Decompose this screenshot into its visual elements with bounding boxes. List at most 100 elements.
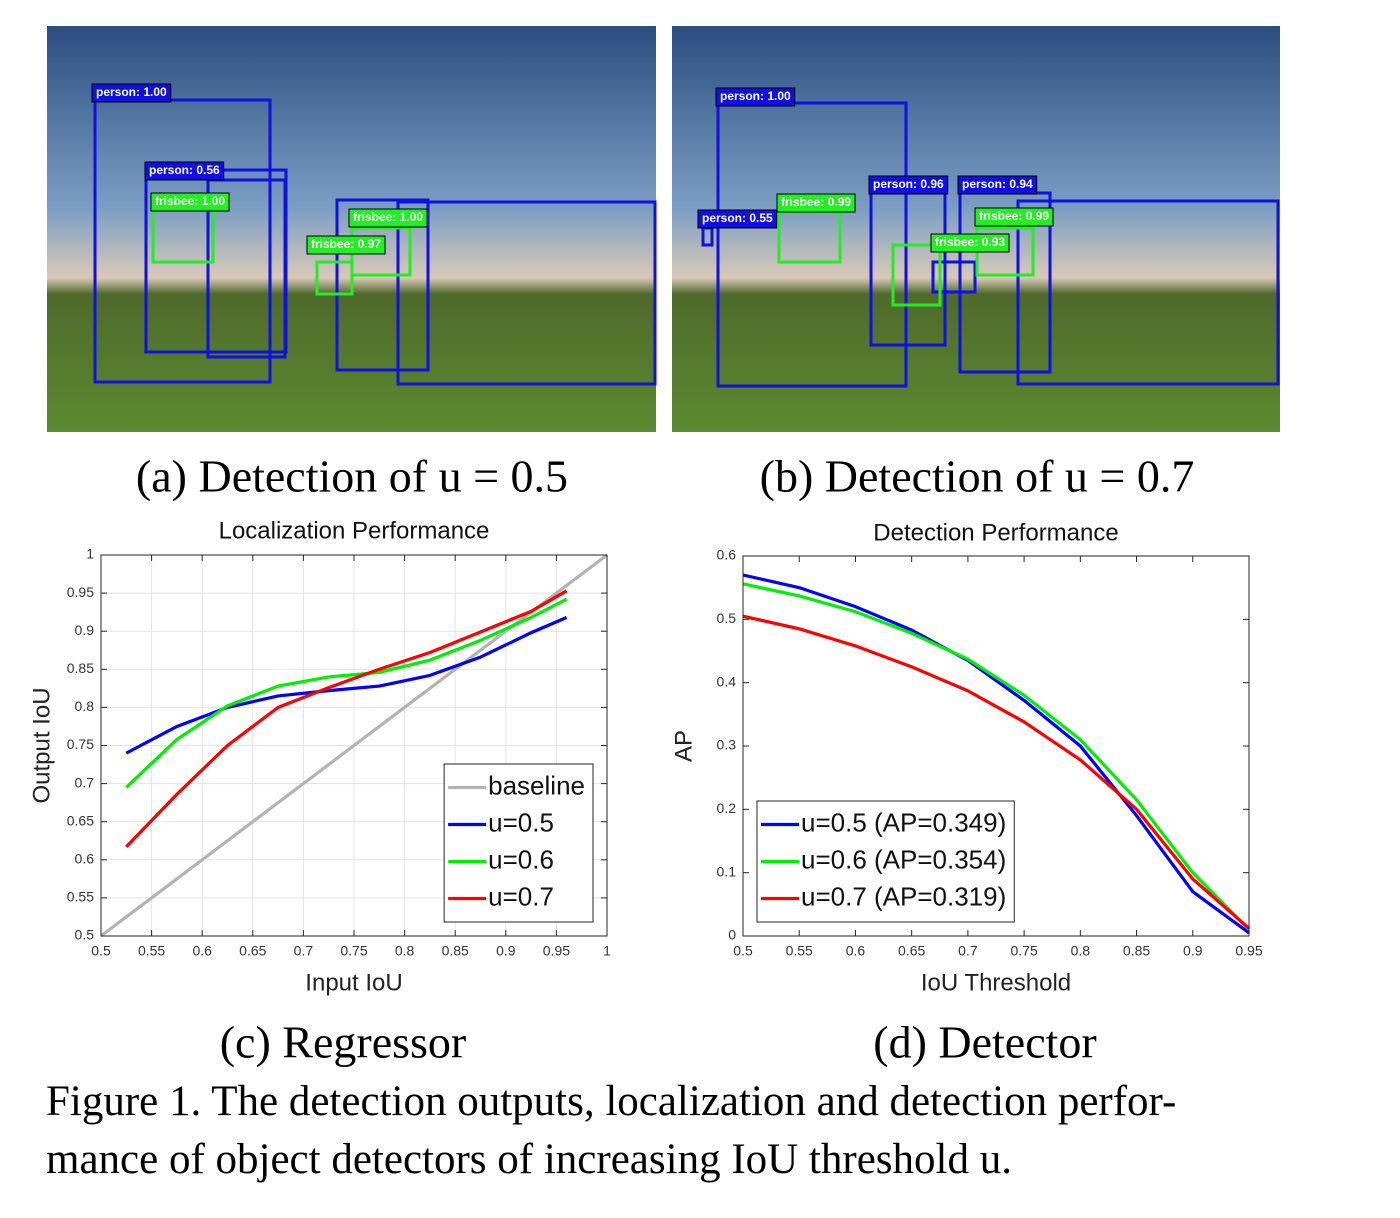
x-tick-label: 0.65 bbox=[239, 943, 266, 959]
y-tick-label: 0 bbox=[728, 927, 736, 943]
figure-caption: mance of object detectors of increasing … bbox=[46, 1136, 1012, 1183]
subcaption: (d) Detector bbox=[873, 1017, 1097, 1068]
series-line bbox=[125, 616, 568, 755]
legend: u=0.5 (AP=0.349) u=0.6 (AP=0.354) u=0.7 (A… bbox=[756, 800, 1015, 923]
y-tick-label: 0.6 bbox=[75, 851, 95, 867]
y-axis-label: Output IoU bbox=[28, 687, 55, 803]
detection-label-bg bbox=[91, 83, 172, 103]
detection-box bbox=[315, 260, 354, 296]
axes-frame bbox=[742, 555, 1250, 937]
legend-label: u=0.7 (AP=0.319) bbox=[801, 881, 1006, 911]
photo-caption: (b) Detection of u = 0.7 bbox=[760, 451, 1195, 502]
x-tick-label: 0.6 bbox=[846, 943, 866, 959]
x-tick-label: 0.75 bbox=[340, 943, 367, 959]
photo-caption: (a) Detection of u = 0.5 bbox=[136, 451, 568, 502]
series-line bbox=[125, 597, 568, 789]
x-tick-label: 0.85 bbox=[1123, 943, 1150, 959]
x-tick-label: 0.95 bbox=[1235, 943, 1262, 959]
y-tick-label: 0.8 bbox=[75, 698, 95, 714]
y-tick-label: 0.65 bbox=[67, 812, 94, 828]
x-tick-label: 0.8 bbox=[395, 943, 415, 959]
detection-box bbox=[396, 200, 657, 386]
detection-label-bg bbox=[144, 161, 225, 181]
detection-label-bg bbox=[348, 208, 428, 228]
y-tick-label: 0.5 bbox=[717, 610, 737, 626]
detection-label: frisbee: 0.99 bbox=[979, 209, 1049, 223]
y-axis-label: AP bbox=[670, 730, 697, 762]
x-axis-label: IoU Threshold bbox=[921, 969, 1071, 996]
chart-title: Detection Performance bbox=[873, 519, 1118, 546]
y-tick-label: 0.7 bbox=[75, 774, 95, 790]
y-tick-label: 0.75 bbox=[67, 736, 94, 752]
y-tick-label: 0.3 bbox=[717, 737, 737, 753]
x-tick-label: 0.55 bbox=[786, 943, 813, 959]
x-tick-label: 0.55 bbox=[138, 943, 165, 959]
y-tick-label: 0.4 bbox=[717, 673, 737, 689]
legend-box bbox=[443, 763, 594, 923]
y-tick-label: 1 bbox=[86, 546, 94, 562]
detection-label: person: 0.96 bbox=[873, 177, 944, 191]
y-tick-label: 0.6 bbox=[717, 547, 737, 563]
detection-label: person: 1.00 bbox=[96, 85, 167, 99]
x-tick-label: 0.85 bbox=[442, 943, 469, 959]
x-tick-label: 0.7 bbox=[958, 943, 978, 959]
legend-box bbox=[756, 800, 1015, 923]
detection-label-bg bbox=[306, 235, 386, 255]
chart-title: Localization Performance bbox=[219, 517, 490, 544]
detection-box bbox=[891, 243, 942, 307]
legend: baseline u=0.5 u=0.6 u=0.7 bbox=[443, 763, 594, 923]
x-tick-label: 0.9 bbox=[496, 943, 516, 959]
y-tick-label: 0.55 bbox=[67, 889, 94, 905]
x-tick-label: 0.5 bbox=[733, 943, 753, 959]
y-tick-label: 0.85 bbox=[67, 660, 94, 676]
detection-label: frisbee: 1.00 bbox=[155, 194, 225, 208]
x-tick-label: 0.7 bbox=[294, 943, 314, 959]
subcaption: (c) Regressor bbox=[220, 1017, 467, 1068]
detection-box bbox=[335, 198, 430, 372]
detection-label-bg bbox=[974, 207, 1054, 227]
series-line bbox=[100, 553, 608, 938]
y-tick-label: 0.2 bbox=[717, 800, 737, 816]
y-tick-label: 0.5 bbox=[75, 927, 95, 943]
detection-label: frisbee: 0.93 bbox=[935, 235, 1005, 249]
detection-label: frisbee: 1.00 bbox=[353, 210, 423, 224]
detection-label-bg bbox=[957, 175, 1038, 195]
detection-box bbox=[931, 260, 977, 294]
detection-label: frisbee: 0.99 bbox=[781, 195, 851, 209]
detection-label-bg bbox=[697, 209, 778, 229]
y-tick-label: 0.1 bbox=[717, 863, 737, 879]
detection-label-bg bbox=[930, 233, 1010, 253]
series-line bbox=[125, 589, 568, 848]
detection-label: person: 0.55 bbox=[702, 211, 773, 225]
x-axis-label: Input IoU bbox=[305, 969, 402, 996]
detection-label: person: 0.56 bbox=[149, 163, 220, 177]
y-tick-label: 0.9 bbox=[75, 622, 95, 638]
series-line bbox=[742, 582, 1251, 931]
legend-label: u=0.5 (AP=0.349) bbox=[801, 807, 1006, 837]
axes-frame bbox=[100, 554, 608, 937]
legend-label: u=0.6 (AP=0.354) bbox=[801, 844, 1006, 874]
x-tick-label: 0.95 bbox=[543, 943, 570, 959]
detection-box bbox=[93, 98, 272, 384]
detection-label-bg bbox=[150, 192, 230, 212]
x-tick-label: 0.5 bbox=[91, 943, 111, 959]
legend-label: u=0.6 bbox=[488, 844, 554, 874]
legend-label: baseline bbox=[488, 770, 585, 800]
x-tick-label: 0.75 bbox=[1010, 943, 1037, 959]
series-line bbox=[742, 573, 1250, 935]
x-tick-label: 1 bbox=[603, 943, 611, 959]
y-tick-label: 0.95 bbox=[67, 584, 94, 600]
detection-label: person: 0.94 bbox=[962, 177, 1033, 191]
legend-label: u=0.7 bbox=[488, 881, 554, 911]
x-tick-label: 0.9 bbox=[1183, 943, 1203, 959]
x-tick-label: 0.6 bbox=[192, 943, 212, 959]
detection-label: person: 1.00 bbox=[720, 89, 791, 103]
detection-label-bg bbox=[868, 175, 949, 195]
x-tick-label: 0.8 bbox=[1071, 943, 1091, 959]
detection-label: frisbee: 0.97 bbox=[311, 237, 381, 251]
detection-label-bg bbox=[776, 193, 856, 213]
figure-caption: Figure 1. The detection outputs, localiz… bbox=[46, 1078, 1176, 1125]
detection-label-bg bbox=[715, 87, 796, 107]
detection-box bbox=[1016, 199, 1280, 386]
